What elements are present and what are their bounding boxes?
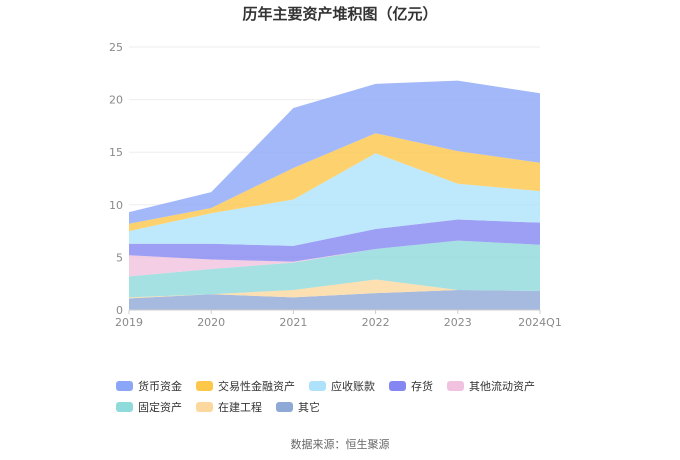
legend-swatch — [196, 381, 213, 391]
y-tick-label: 15 — [109, 146, 123, 159]
area-series-0 — [129, 290, 540, 310]
legend-item-2[interactable]: 应收账款 — [309, 378, 375, 394]
x-tick-label: 2023 — [444, 316, 472, 329]
area-series-4 — [129, 219, 540, 262]
legend-swatch — [116, 381, 133, 391]
area-series-5 — [129, 153, 540, 246]
legend-swatch — [116, 402, 133, 412]
legend-label: 其它 — [298, 401, 320, 414]
legend-item-6[interactable]: 在建工程 — [196, 399, 262, 415]
area-series-group — [129, 80, 540, 310]
legend-item-5[interactable]: 固定资产 — [116, 399, 182, 415]
legend-item-1[interactable]: 交易性金融资产 — [196, 378, 295, 394]
legend-label: 固定资产 — [138, 401, 182, 414]
x-tick-label: 2019 — [115, 316, 143, 329]
legend-swatch — [309, 381, 326, 391]
y-tick-label: 20 — [109, 94, 123, 107]
legend-swatch — [276, 402, 293, 412]
data-source-note: 数据来源：恒生聚源 — [290, 438, 390, 451]
legend-item-3[interactable]: 存货 — [389, 378, 433, 394]
y-tick-label: 25 — [109, 41, 123, 54]
legend-swatch — [447, 381, 464, 391]
x-tick-label: 2022 — [362, 316, 390, 329]
legend: 货币资金 交易性金融资产 应收账款 存货 其他流动资产固定资产 在建工程 其它 — [116, 378, 586, 415]
area-series-7 — [129, 80, 540, 224]
x-tick-label: 2020 — [197, 316, 225, 329]
y-tick-label: 0 — [116, 304, 123, 317]
legend-item-4[interactable]: 其他流动资产 — [447, 378, 535, 394]
legend-label: 在建工程 — [218, 401, 262, 414]
legend-label: 交易性金融资产 — [218, 380, 295, 393]
legend-item-7[interactable]: 其它 — [276, 399, 320, 415]
legend-swatch — [389, 381, 406, 391]
legend-label: 货币资金 — [138, 380, 182, 393]
chart-title: 历年主要资产堆积图（亿元） — [242, 5, 438, 23]
y-tick-label: 10 — [109, 199, 123, 212]
legend-label: 应收账款 — [331, 380, 375, 393]
x-tick-label: 2024Q1 — [518, 316, 562, 329]
y-tick-label: 5 — [116, 251, 123, 264]
area-series-2 — [129, 240, 540, 298]
legend-swatch — [196, 402, 213, 412]
legend-label: 存货 — [411, 380, 433, 393]
axes: 0 5 10 15 20 25 2019 2020 2021 2022 2023 2024Q1 — [109, 41, 562, 329]
legend-item-0[interactable]: 货币资金 — [116, 378, 182, 394]
area-series-6 — [129, 133, 540, 232]
x-tick-label: 2021 — [279, 316, 307, 329]
area-series-1 — [129, 279, 540, 299]
legend-label: 其他流动资产 — [469, 380, 535, 393]
